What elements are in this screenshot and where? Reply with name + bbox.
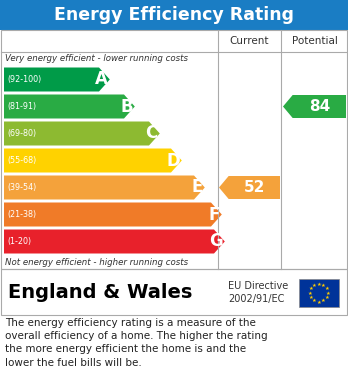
Text: ★: ★ (324, 286, 329, 291)
Text: ★: ★ (309, 295, 314, 300)
Text: 84: 84 (309, 99, 330, 114)
Text: (81-91): (81-91) (7, 102, 36, 111)
Polygon shape (4, 203, 222, 226)
Text: F: F (208, 206, 220, 224)
Text: ★: ★ (308, 291, 313, 296)
Text: Very energy efficient - lower running costs: Very energy efficient - lower running co… (5, 54, 188, 63)
Text: Potential: Potential (292, 36, 338, 46)
Text: E: E (191, 179, 203, 197)
Bar (1, 30, 347, 269)
Polygon shape (219, 176, 280, 199)
Bar (299, 279, 339, 307)
Polygon shape (4, 68, 110, 91)
Text: ★: ★ (317, 300, 321, 305)
Text: 52: 52 (244, 180, 265, 195)
Text: (21-38): (21-38) (7, 210, 36, 219)
Bar (0, 0, 348, 30)
Text: (1-20): (1-20) (7, 237, 31, 246)
Text: Energy Efficiency Rating: Energy Efficiency Rating (54, 6, 294, 24)
Text: (69-80): (69-80) (7, 129, 36, 138)
Text: ★: ★ (321, 298, 326, 303)
Polygon shape (4, 122, 160, 145)
Text: G: G (209, 233, 223, 251)
Text: ★: ★ (317, 282, 321, 287)
Text: England & Wales: England & Wales (8, 283, 192, 301)
Text: C: C (145, 124, 158, 142)
Polygon shape (4, 149, 182, 172)
Text: EU Directive: EU Directive (228, 282, 288, 291)
Text: (92-100): (92-100) (7, 75, 41, 84)
Text: A: A (95, 70, 108, 88)
Text: ★: ★ (326, 291, 330, 296)
Text: ★: ★ (321, 283, 326, 288)
Bar (1, 269, 347, 315)
Text: ★: ★ (309, 286, 314, 291)
Text: ★: ★ (312, 283, 317, 288)
Text: Not energy efficient - higher running costs: Not energy efficient - higher running co… (5, 258, 188, 267)
Text: D: D (166, 151, 180, 170)
Text: The energy efficiency rating is a measure of the
overall efficiency of a home. T: The energy efficiency rating is a measur… (5, 318, 268, 368)
Text: (39-54): (39-54) (7, 183, 36, 192)
Text: ★: ★ (324, 295, 329, 300)
Polygon shape (4, 176, 205, 199)
Polygon shape (4, 95, 135, 118)
Text: 2002/91/EC: 2002/91/EC (228, 294, 284, 304)
Text: B: B (120, 97, 133, 115)
Text: ★: ★ (312, 298, 317, 303)
Text: (55-68): (55-68) (7, 156, 36, 165)
Polygon shape (4, 230, 225, 253)
Text: Current: Current (230, 36, 269, 46)
Polygon shape (283, 95, 346, 118)
